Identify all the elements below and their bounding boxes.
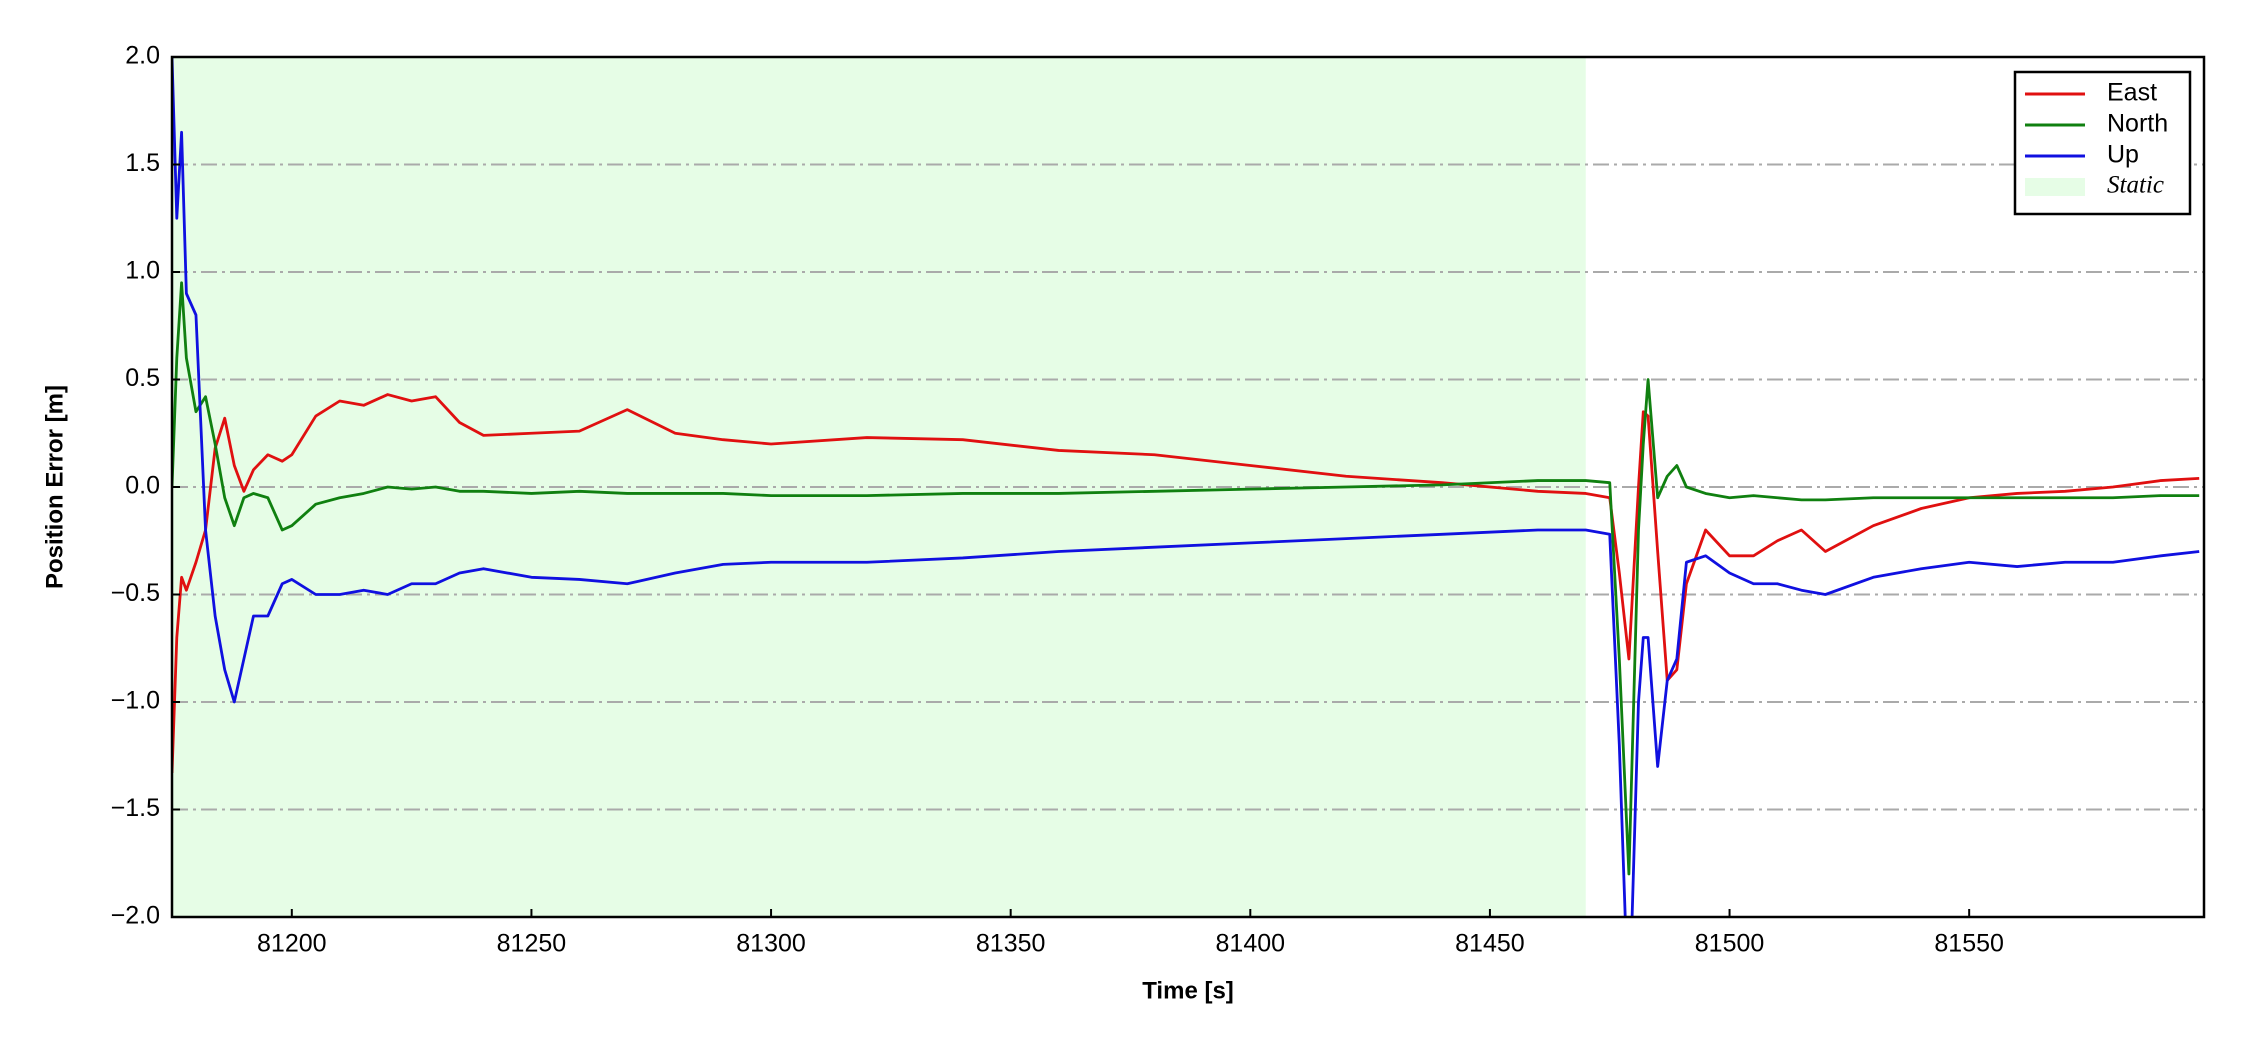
legend-label: Static xyxy=(2107,172,2164,199)
x-axis-label: Time [s] xyxy=(1142,977,1234,1004)
y-tick-label: −1.5 xyxy=(111,794,160,822)
x-tick-label: 81300 xyxy=(736,930,806,958)
series-line xyxy=(172,57,2200,917)
y-tick-label: 0.5 xyxy=(125,364,160,392)
x-tick-label: 81250 xyxy=(497,930,567,958)
legend-box xyxy=(2013,70,2192,216)
x-tick-label: 81350 xyxy=(976,930,1046,958)
legend-label: North xyxy=(2107,110,2168,138)
legend-label: East xyxy=(2107,79,2157,107)
x-tick-label: 81200 xyxy=(257,930,327,958)
y-tick-label: −2.0 xyxy=(111,902,160,930)
y-tick-label: 1.5 xyxy=(125,149,160,177)
legend-swatch xyxy=(2025,178,2085,196)
y-tick-label: 2.0 xyxy=(125,42,160,70)
x-tick-label: 81400 xyxy=(1216,930,1286,958)
x-tick-label: 81450 xyxy=(1455,930,1525,958)
series-line xyxy=(172,281,2200,876)
y-tick-label: 1.0 xyxy=(125,257,160,285)
y-tick-label: 0.0 xyxy=(125,472,160,500)
y-tick-label: −0.5 xyxy=(111,579,160,607)
legend-label: Up xyxy=(2107,141,2139,169)
y-axis-label: Position Error [m] xyxy=(41,385,68,589)
y-tick-label: −1.0 xyxy=(111,687,160,715)
x-tick-label: 81500 xyxy=(1695,930,1765,958)
x-tick-label: 81550 xyxy=(1934,930,2004,958)
series-line xyxy=(172,393,2200,773)
